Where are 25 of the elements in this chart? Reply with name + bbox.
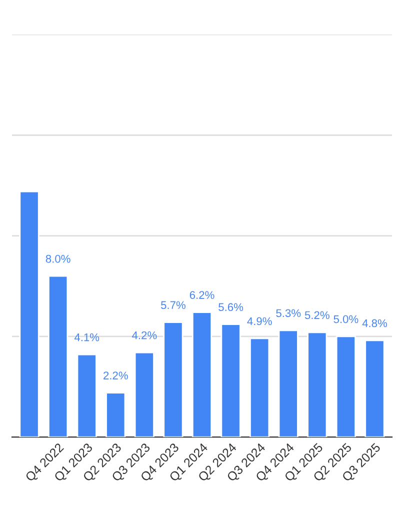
data-label: 8.0% [46,254,70,263]
bar [307,332,328,438]
data-label: 4.9% [247,317,272,326]
bar [48,275,68,438]
data-label: 6.2% [190,291,214,299]
bar [134,352,154,438]
data-label: 5.7% [160,301,186,310]
bar [106,392,126,438]
data-label: 4.1% [74,333,100,342]
bar [250,338,270,438]
bar [19,190,40,438]
data-label: 4.2% [132,331,157,340]
bar [336,336,356,438]
bar [220,324,241,438]
data-label: 5.6% [218,303,244,312]
data-label: 5.0% [334,315,358,324]
bar [76,354,97,438]
data-label: 5.3% [276,309,301,318]
bar [278,330,298,438]
bar [364,340,385,438]
data-label: 2.2% [104,372,128,380]
data-label: 4.8% [362,319,387,328]
data-label: 5.2% [304,311,330,320]
bar [163,322,184,438]
bar [192,312,212,438]
